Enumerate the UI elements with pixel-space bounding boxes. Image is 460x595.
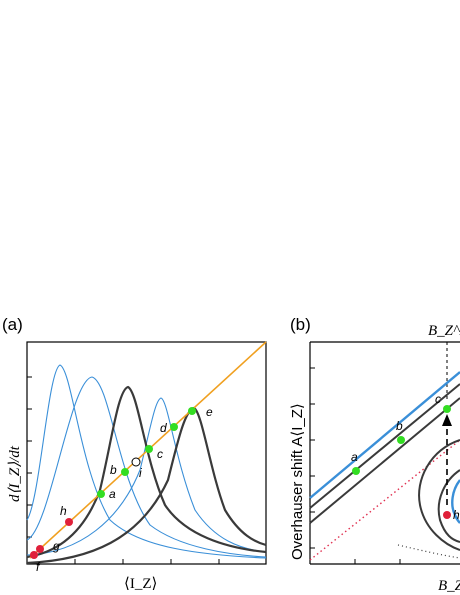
b-point-c (443, 405, 451, 413)
panel-b-y-ticks (310, 367, 315, 549)
point-d (170, 423, 178, 431)
panel-a-x-ticks (74, 559, 220, 564)
point-f (30, 551, 38, 559)
blue-curve-1 (26, 364, 267, 559)
point-g (36, 545, 44, 553)
point-a (97, 490, 105, 498)
b-point-b (397, 436, 405, 444)
b-label-h: h (453, 508, 460, 522)
label-a: a (109, 487, 116, 501)
label-e: e (206, 405, 213, 419)
point-i (131, 457, 141, 467)
panel-b-blue-line (309, 371, 460, 499)
dark-fold-2 (437, 469, 460, 543)
b-label-a: a (351, 450, 358, 464)
label-c: c (157, 447, 163, 461)
b-label-b: b (396, 419, 403, 433)
label-d: d (160, 421, 167, 435)
point-e (188, 407, 196, 415)
panel-b-dark-lines (309, 383, 460, 551)
dark-curve-2 (26, 406, 267, 565)
label-i: i (139, 466, 142, 480)
panel-a-y-ticks (27, 376, 32, 538)
b-point-h (443, 511, 451, 519)
panel-b-x-ticks (354, 559, 401, 564)
panel-b-ylabel: Overhauser shift A⟨I_Z⟩ (289, 403, 306, 560)
panel-a: (a) (2, 315, 267, 592)
dark-curve-1 (26, 385, 267, 559)
panel-a-label: (a) (2, 315, 23, 334)
point-h (65, 518, 73, 526)
panel-a-xlabel: ⟨I_Z⟩ (124, 576, 157, 592)
blue-curve-3 (26, 397, 267, 556)
panel-b-top-label: B_Z^L (428, 323, 460, 339)
dark-fold-1 (418, 439, 460, 551)
panel-b-label: (b) (290, 315, 311, 334)
point-b (121, 468, 129, 476)
panel-a-dark-curves (26, 385, 267, 565)
panel-b: (b) B_Z^L (289, 315, 460, 594)
panel-a-frame (26, 341, 267, 565)
panel-a-points (30, 407, 196, 559)
panel-a-ylabel: d⟨I_Z⟩/dt (7, 445, 23, 502)
panel-b-blue-fold (451, 479, 460, 524)
label-b: b (110, 463, 117, 477)
panel-b-dotted-fragment (397, 544, 460, 559)
label-f: f (36, 560, 41, 574)
point-c (145, 445, 153, 453)
b-label-c: c (435, 392, 441, 406)
b-point-a (352, 467, 360, 475)
dark-line-2 (309, 397, 460, 524)
label-h: h (60, 504, 67, 518)
panel-b-arrow-head (442, 414, 452, 426)
dark-line-1 (309, 383, 460, 509)
label-g: g (53, 539, 60, 553)
panel-b-xlabel: B_Z (438, 578, 460, 594)
panel-a-blue-curves (26, 364, 267, 559)
blue-curve-2 (26, 376, 267, 558)
panel-b-red-dotted (309, 439, 460, 561)
